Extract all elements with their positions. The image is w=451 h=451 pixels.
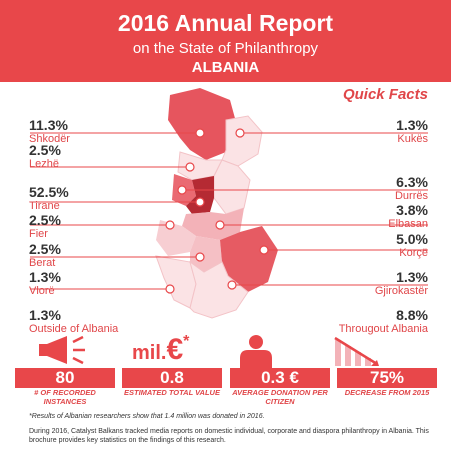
stat-berat: 2.5% Berat xyxy=(29,242,61,270)
stat-pct: 11.3% xyxy=(29,117,68,133)
stat-name: Durrës xyxy=(394,190,428,202)
stat-pct: 3.8% xyxy=(396,202,428,218)
stat-name: Kukës xyxy=(397,133,428,145)
quick-facts-label: Quick Facts xyxy=(342,86,428,103)
region-tirane xyxy=(186,176,214,214)
stat-pct: 2.5% xyxy=(29,212,61,228)
stat-elbasan: 3.8% Elbasan xyxy=(388,203,428,231)
stat-korce: 5.0% Korçë xyxy=(396,232,428,260)
caption-decrease: DECREASE FROM 2015 xyxy=(344,388,430,397)
stat-name: Shkodër xyxy=(29,133,70,145)
stat-name: Outside of Albania xyxy=(29,323,119,335)
report-subtitle: on the State of Philanthropy xyxy=(132,40,319,57)
caption-average-donation: AVERAGE DONATION PER CITIZEN xyxy=(232,388,328,406)
stat-name: Gjirokastër xyxy=(374,285,428,297)
mil-euro-icon: mil.€* xyxy=(132,333,189,367)
stat-shkoder: 11.3% Shkodër xyxy=(29,118,70,146)
stat-tirane: 52.5% Tiranë xyxy=(29,185,69,213)
mil-text: mil. xyxy=(132,342,167,364)
stat-name: Elbasan xyxy=(388,218,428,230)
decrease-chart-icon xyxy=(334,336,379,366)
stat-pct: 6.3% xyxy=(396,174,428,190)
caption-recorded-instances: # OF RECORDED INSTANCES xyxy=(34,388,96,406)
stat-name: Lezhë xyxy=(29,158,59,170)
region-lezhe xyxy=(177,151,223,181)
euro-symbol: € xyxy=(166,333,184,366)
region-diber xyxy=(213,159,251,215)
stat-fier: 2.5% Fier xyxy=(29,213,61,241)
stat-name: Korçë xyxy=(399,247,428,259)
region-korce xyxy=(220,226,278,292)
asterisk: * xyxy=(183,333,190,350)
region-kukes xyxy=(221,115,263,167)
person-icon xyxy=(240,335,272,368)
stat-name: Vlorë xyxy=(29,285,55,297)
stat-kukes: 1.3% Kukës xyxy=(396,118,428,146)
region-gjirokaster xyxy=(189,260,249,319)
megaphone-icon xyxy=(39,335,85,365)
stat-pct: 1.3% xyxy=(29,269,61,285)
stat-pct: 2.5% xyxy=(29,142,61,158)
footnote: *Results of Albanian researchers show th… xyxy=(29,413,265,420)
stat-pct: 5.0% xyxy=(396,231,428,247)
footer-text: During 2016, Catalyst Balkans tracked me… xyxy=(29,428,429,444)
stat-gjirokaster: 1.3% Gjirokastër xyxy=(375,270,428,298)
tile-average-donation: 0.3 € xyxy=(230,368,330,388)
stat-outside-albania: 1.3% Outside of Albania xyxy=(29,308,118,336)
tile-estimated-value: 0.8 xyxy=(122,368,222,388)
stat-name: Fier xyxy=(29,228,48,240)
region-berat xyxy=(190,236,222,272)
stat-vlore: 1.3% Vlorë xyxy=(29,270,61,298)
stat-name: Berat xyxy=(29,257,56,269)
region-durres xyxy=(172,174,196,206)
stat-throughout-albania: 8.8% Througout Albania xyxy=(339,308,428,336)
stat-pct: 1.3% xyxy=(29,307,61,323)
tile-decrease: 75% xyxy=(337,368,437,388)
region-shkoder xyxy=(168,88,236,160)
stat-name: Througout Albania xyxy=(338,323,428,335)
stat-pct: 2.5% xyxy=(29,241,61,257)
region-elbasan xyxy=(182,208,244,240)
region-vlore xyxy=(155,255,197,309)
report-title: 2016 Annual Report xyxy=(117,10,334,36)
stat-pct: 52.5% xyxy=(29,184,69,200)
tile-recorded-instances: 80 xyxy=(15,368,115,388)
report-country: ALBANIA xyxy=(191,59,260,76)
stat-lezhe: 2.5% Lezhë xyxy=(29,143,61,171)
stat-pct: 1.3% xyxy=(396,269,428,285)
report-header: 2016 Annual Report on the State of Phila… xyxy=(0,0,451,82)
stat-pct: 8.8% xyxy=(396,307,428,323)
region-fier xyxy=(156,220,196,256)
caption-estimated-value: ESTIMATED TOTAL VALUE xyxy=(124,388,220,397)
stat-durres: 6.3% Durrës xyxy=(395,175,428,203)
stat-name: Tiranë xyxy=(29,200,60,212)
stat-pct: 1.3% xyxy=(396,117,428,133)
